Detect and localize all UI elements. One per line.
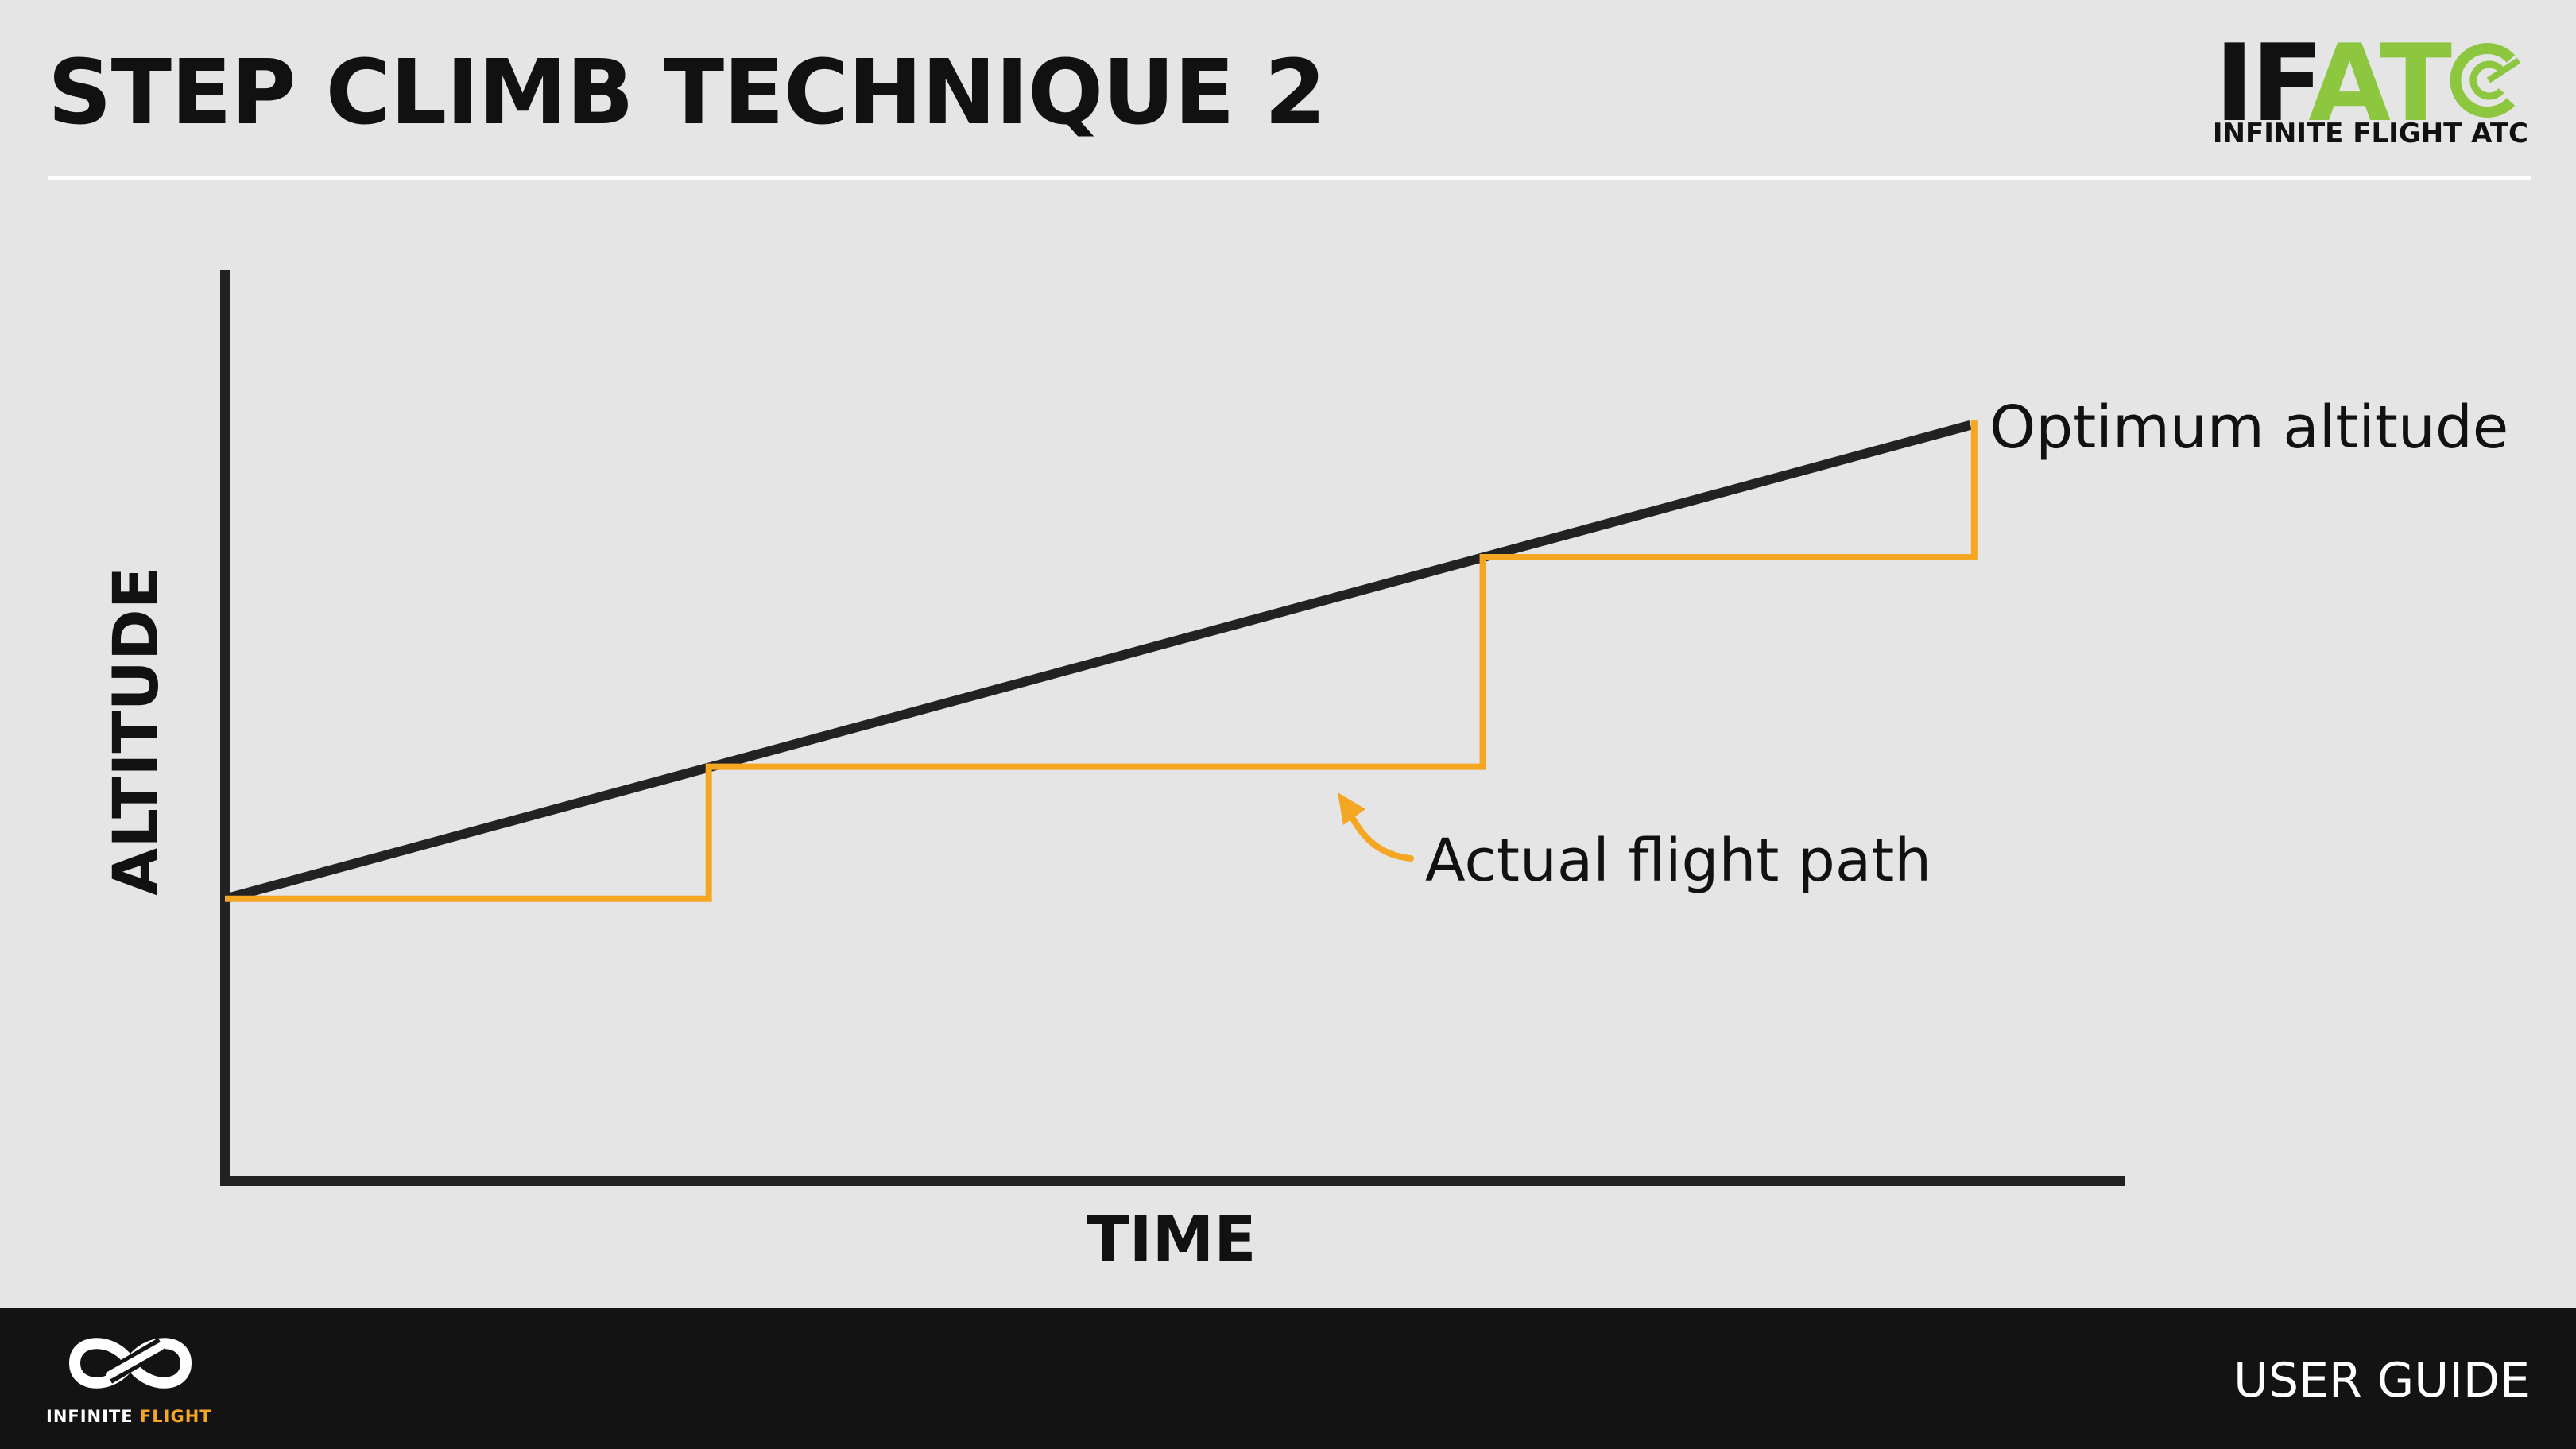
step-climb-chart: TIME ALTITUDE Optimum altitude Actual fligh… [101, 270, 2508, 1276]
logo-letters-at: AT [2308, 21, 2452, 145]
optimum-altitude-label: Optimum altitude [1989, 393, 2508, 462]
user-guide-label: USER GUIDE [2233, 1353, 2530, 1408]
logo-letters-if: IF [2214, 21, 2311, 145]
footer-brand-text: INFINITE FLIGHT [46, 1407, 212, 1426]
infinite-flight-logo: INFINITE FLIGHT [46, 1327, 213, 1431]
ifatc-logo: IFAT INFINITE FLIGHT ATC [2210, 30, 2528, 149]
y-axis-label: ALTITUDE [101, 567, 172, 896]
actual-flight-path-line [225, 420, 1978, 902]
logo-radar-c-icon [2449, 30, 2528, 137]
optimum-altitude-line [223, 420, 1972, 904]
infinity-plane-icon [68, 1338, 192, 1389]
footer-bar: INFINITE FLIGHT USER GUIDE [0, 1308, 2576, 1449]
ifatc-logo-wordmark: IFAT [2214, 30, 2528, 137]
annotation-arrow-head-icon [1338, 792, 1365, 825]
footer-brand-part2: FLIGHT [139, 1407, 212, 1426]
actual-flight-path-label: Actual flight path [1425, 827, 1931, 895]
footer-brand-part1: INFINITE [46, 1407, 140, 1426]
page-title: STEP CLIMB TECHNIQUE 2 [48, 41, 1327, 145]
header-divider [48, 176, 2531, 180]
logo-subtitle: INFINITE FLIGHT ATC [2212, 118, 2528, 149]
x-axis-label: TIME [1087, 1204, 1256, 1276]
